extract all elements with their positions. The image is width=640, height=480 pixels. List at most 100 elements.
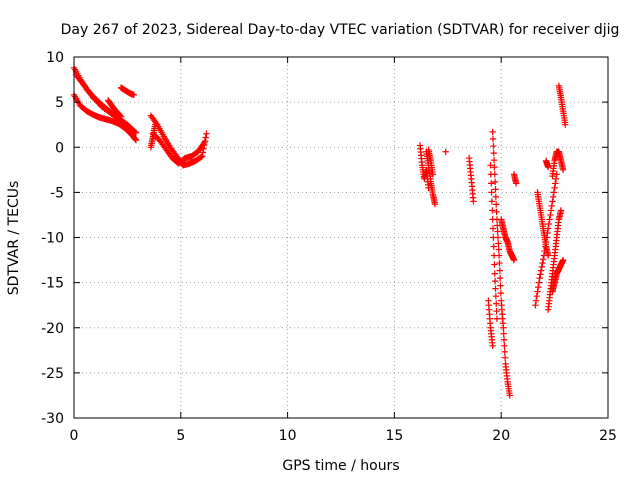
x-tick-label: 0 [70, 428, 79, 444]
data-point [549, 198, 556, 205]
data-point [130, 91, 138, 99]
data-point [489, 216, 496, 223]
data-point [491, 277, 499, 285]
y-tick-label: -20 [41, 321, 64, 337]
data-point [559, 256, 567, 264]
data-point [544, 252, 552, 259]
grid-layer [74, 57, 608, 418]
data-point [539, 259, 546, 267]
data-point [488, 180, 495, 187]
x-tick-label: 5 [176, 428, 185, 444]
x-tick-label: 25 [599, 428, 617, 444]
data-point [501, 342, 508, 349]
data-point [491, 270, 498, 277]
data-point [492, 186, 499, 193]
x-axis-label: GPS time / hours [282, 458, 399, 474]
series-arc-1c [72, 71, 138, 135]
series-arc-18 [549, 256, 567, 295]
data-point [489, 135, 497, 143]
data-point [495, 246, 502, 253]
data-point [510, 256, 518, 264]
data-point [496, 267, 503, 274]
series-arc-3 [117, 84, 138, 99]
data-point [552, 175, 560, 183]
data-point [546, 216, 553, 223]
series-arc-14 [534, 189, 552, 259]
data-point [500, 336, 508, 343]
data-point [537, 267, 545, 274]
data-point [470, 198, 477, 205]
data-point [487, 162, 494, 169]
data-point [198, 153, 206, 160]
data-point [494, 228, 501, 235]
series-arc-16 [549, 148, 567, 180]
data-point [553, 171, 560, 178]
data-point [151, 121, 159, 128]
data-point [91, 95, 98, 103]
data-point [533, 292, 540, 300]
data-point [490, 149, 497, 157]
data-point [544, 163, 552, 171]
data-point [491, 164, 498, 171]
data-point [501, 348, 508, 356]
x-tick-label: 15 [385, 428, 403, 444]
data-point [431, 200, 439, 208]
series-arc-1b [70, 91, 140, 144]
data-point [535, 283, 542, 291]
data-point [490, 142, 497, 150]
data-point [90, 94, 97, 101]
data-point [489, 342, 496, 349]
y-tick-label: -5 [50, 185, 64, 201]
data-point [488, 189, 495, 196]
series-arc-2 [104, 97, 125, 120]
data-point [492, 193, 500, 201]
y-tick-label: -10 [41, 231, 64, 247]
x-tick-label: 10 [279, 428, 297, 444]
data-point [559, 166, 567, 174]
ticks-layer [73, 56, 609, 419]
data-point [492, 285, 499, 292]
x-tick-labels: 0 5 10 15 20 25 [70, 428, 617, 444]
data-point [153, 119, 160, 127]
data-point [429, 171, 437, 178]
data-point [489, 225, 497, 232]
data-point [535, 279, 543, 286]
data-point [538, 263, 545, 271]
series-arc-17 [555, 82, 569, 128]
data-point [95, 100, 103, 107]
data-point [549, 193, 557, 201]
y-tick-label: -25 [41, 366, 64, 382]
data-point [536, 274, 543, 282]
data-point [94, 98, 101, 106]
data-point [534, 288, 541, 295]
data-point [500, 324, 507, 331]
data-point [547, 211, 554, 219]
data-point [490, 234, 497, 241]
series-arc-8 [442, 148, 449, 155]
y-axis-label: SDTVAR / TECUs [6, 181, 22, 296]
data-point [552, 180, 559, 187]
series-arc-12 [510, 171, 520, 187]
series-arc-10a [489, 128, 513, 399]
data-point [496, 259, 503, 267]
data-point [491, 178, 499, 186]
data-point [92, 97, 100, 104]
data-point [540, 256, 547, 263]
data-point [557, 207, 565, 214]
data-point [203, 130, 210, 137]
data-point [532, 301, 539, 309]
data-point [532, 297, 540, 304]
data-point [492, 292, 500, 300]
data-point [497, 282, 504, 289]
data-point [562, 121, 569, 128]
data-point [488, 198, 496, 205]
data-point [545, 220, 553, 228]
data-point [547, 207, 555, 214]
data-point [116, 111, 123, 119]
data-point [117, 112, 124, 120]
y-tick-label: 0 [55, 140, 64, 156]
series-arc-19 [542, 157, 552, 171]
data-point [497, 289, 505, 297]
data-point [493, 315, 501, 322]
